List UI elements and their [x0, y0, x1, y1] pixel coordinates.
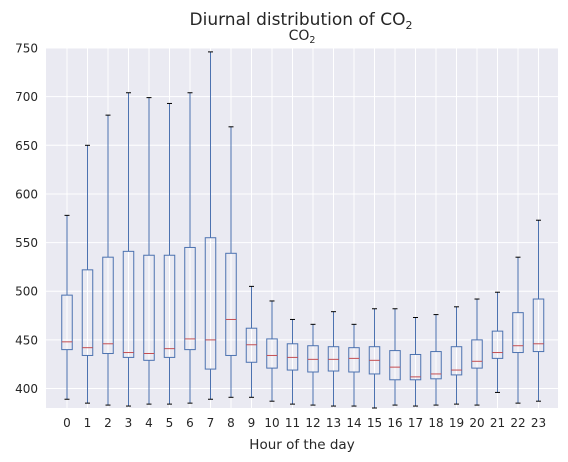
box-hour-8 [225, 126, 237, 398]
x-tick-label: 13 [326, 416, 341, 430]
iqr-box [471, 339, 483, 369]
y-tick-label: 500 [15, 285, 38, 299]
y-tick-label: 650 [15, 139, 38, 153]
y-tick-label: 400 [15, 382, 38, 396]
iqr-box [491, 330, 504, 359]
x-tick-label: 0 [63, 416, 71, 430]
y-tick-label: 700 [15, 90, 38, 104]
box-hour-22 [512, 256, 524, 404]
iqr-box [266, 338, 278, 369]
x-axis-label: Hour of the day [249, 437, 354, 453]
iqr-box [143, 254, 155, 361]
iqr-box [225, 252, 237, 356]
iqr-box [122, 250, 135, 358]
chart-title: Diurnal distribution of CO2 [190, 10, 413, 32]
box-hour-11 [286, 318, 299, 405]
x-tick-label: 8 [227, 416, 235, 430]
iqr-box [163, 254, 176, 358]
iqr-box [81, 269, 94, 356]
iqr-box [389, 350, 401, 381]
iqr-box [409, 353, 422, 381]
x-tick-label: 4 [145, 416, 153, 430]
box-hour-9 [245, 285, 258, 398]
iqr-box [450, 346, 463, 376]
iqr-box [184, 246, 196, 351]
box-hour-0 [61, 214, 73, 400]
x-tick-label: 21 [490, 416, 505, 430]
box-hour-21 [491, 291, 504, 393]
iqr-box [61, 294, 73, 351]
box-hour-18 [430, 314, 442, 406]
x-tick-label: 20 [469, 416, 484, 430]
box-hour-4 [143, 97, 155, 405]
x-tick-label: 23 [531, 416, 546, 430]
box-hour-6 [184, 92, 196, 404]
x-tick-label: 5 [166, 416, 174, 430]
box-hour-5 [163, 102, 176, 405]
boxes [61, 51, 545, 409]
box-hour-7 [204, 51, 217, 400]
chart-subtitle-subscript: 2 [309, 35, 315, 46]
box-hour-3 [122, 92, 135, 407]
box-hour-20 [471, 298, 483, 406]
chart-subtitle: CO2 [289, 28, 316, 46]
y-tick-label: 750 [15, 42, 38, 56]
x-tick-label: 1 [84, 416, 92, 430]
x-tick-label: 18 [428, 416, 443, 430]
x-tick-label: 11 [285, 416, 300, 430]
y-tick-label: 450 [15, 333, 38, 347]
box-hour-10 [266, 300, 278, 402]
x-tick-label: 17 [408, 416, 423, 430]
y-tick-label: 550 [15, 236, 38, 250]
x-tick-label: 15 [367, 416, 382, 430]
x-tick-label: 9 [248, 416, 256, 430]
x-tick-label: 12 [305, 416, 320, 430]
plot-area [46, 48, 558, 408]
box-hour-14 [348, 323, 360, 407]
iqr-box [430, 351, 442, 380]
box-hour-2 [102, 114, 114, 406]
box-hour-12 [307, 323, 319, 406]
iqr-box [204, 237, 217, 370]
x-tick-label: 14 [346, 416, 361, 430]
x-tick-label: 16 [387, 416, 402, 430]
box-hour-13 [327, 311, 340, 407]
box-hour-1 [81, 144, 94, 404]
x-tick-label: 7 [207, 416, 215, 430]
x-tick-label: 2 [104, 416, 112, 430]
iqr-box [512, 312, 524, 354]
x-tick-label: 3 [125, 416, 133, 430]
x-tick-label: 19 [449, 416, 464, 430]
box-hour-19 [450, 306, 463, 405]
box-hour-23 [532, 219, 545, 402]
box-hour-15 [368, 308, 381, 409]
box-hour-17 [409, 317, 422, 407]
x-tick-label: 6 [186, 416, 194, 430]
iqr-box [532, 298, 545, 353]
x-tick-label: 10 [264, 416, 279, 430]
iqr-box [348, 347, 360, 373]
iqr-box [102, 256, 114, 355]
chart-title-subscript: 2 [405, 19, 412, 32]
x-tick-labels: 0 1 2 3 4 5 6 7 8 9 10 11 12 13 14 15 16 17 18 19 20 21 22 23 [63, 416, 546, 430]
y-tick-label: 600 [15, 187, 38, 201]
box-hour-16 [389, 308, 401, 406]
y-tick-labels: 400 450 500 550 600 650 700 750 [15, 42, 38, 397]
x-tick-label: 22 [510, 416, 525, 430]
